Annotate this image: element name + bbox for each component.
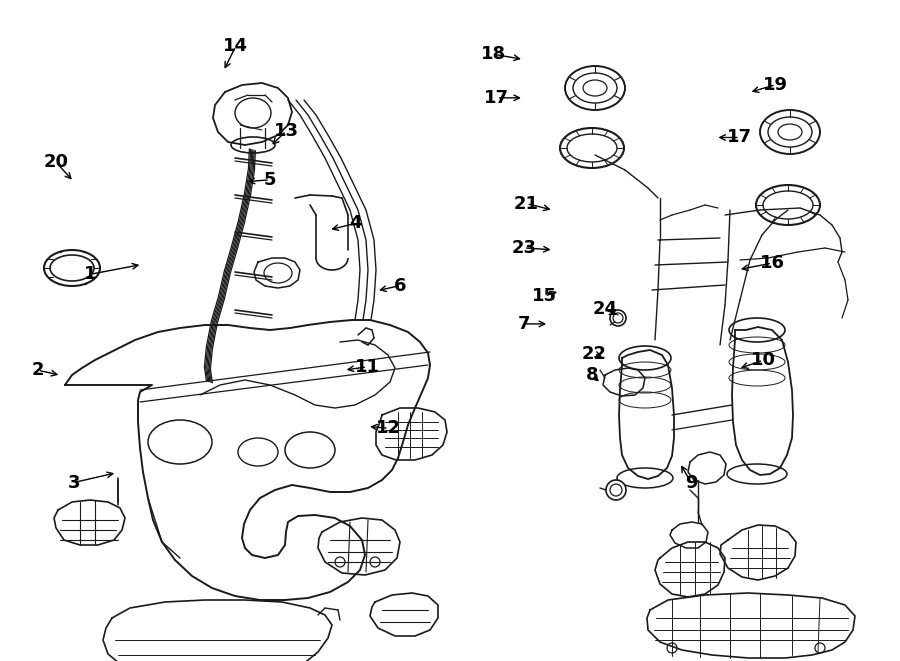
Text: 9: 9	[685, 473, 698, 492]
Polygon shape	[732, 327, 793, 475]
Text: 3: 3	[68, 473, 80, 492]
Polygon shape	[619, 350, 674, 479]
Text: 24: 24	[592, 300, 617, 319]
Text: 17: 17	[727, 128, 752, 147]
Text: 1: 1	[84, 265, 96, 284]
Polygon shape	[213, 83, 292, 145]
Circle shape	[606, 480, 626, 500]
Text: 11: 11	[355, 358, 380, 376]
Polygon shape	[376, 408, 447, 460]
Circle shape	[610, 310, 626, 326]
Text: 6: 6	[394, 276, 407, 295]
Text: 4: 4	[349, 214, 362, 233]
Text: 21: 21	[514, 194, 539, 213]
Text: 13: 13	[274, 122, 299, 140]
Ellipse shape	[565, 66, 625, 110]
Text: 22: 22	[581, 344, 607, 363]
Text: 12: 12	[376, 419, 401, 438]
Ellipse shape	[760, 110, 820, 154]
Polygon shape	[54, 500, 125, 545]
Polygon shape	[603, 368, 645, 396]
Polygon shape	[65, 320, 430, 600]
Polygon shape	[720, 525, 796, 580]
Text: 5: 5	[264, 171, 276, 189]
Text: 18: 18	[481, 45, 506, 63]
Polygon shape	[318, 518, 400, 575]
Polygon shape	[688, 452, 726, 484]
Text: 2: 2	[32, 361, 44, 379]
Polygon shape	[370, 593, 438, 636]
Text: 7: 7	[518, 315, 530, 333]
Polygon shape	[254, 258, 300, 288]
Text: 8: 8	[586, 366, 598, 385]
Polygon shape	[647, 593, 855, 658]
Text: 10: 10	[751, 351, 776, 369]
Polygon shape	[103, 600, 332, 661]
Text: 16: 16	[760, 254, 785, 272]
Polygon shape	[670, 522, 708, 548]
Text: 15: 15	[532, 287, 557, 305]
Text: 23: 23	[511, 239, 536, 257]
Text: 14: 14	[223, 37, 248, 56]
Text: 20: 20	[43, 153, 68, 171]
Text: 19: 19	[763, 75, 788, 94]
Polygon shape	[655, 542, 725, 597]
Text: 17: 17	[484, 89, 509, 107]
